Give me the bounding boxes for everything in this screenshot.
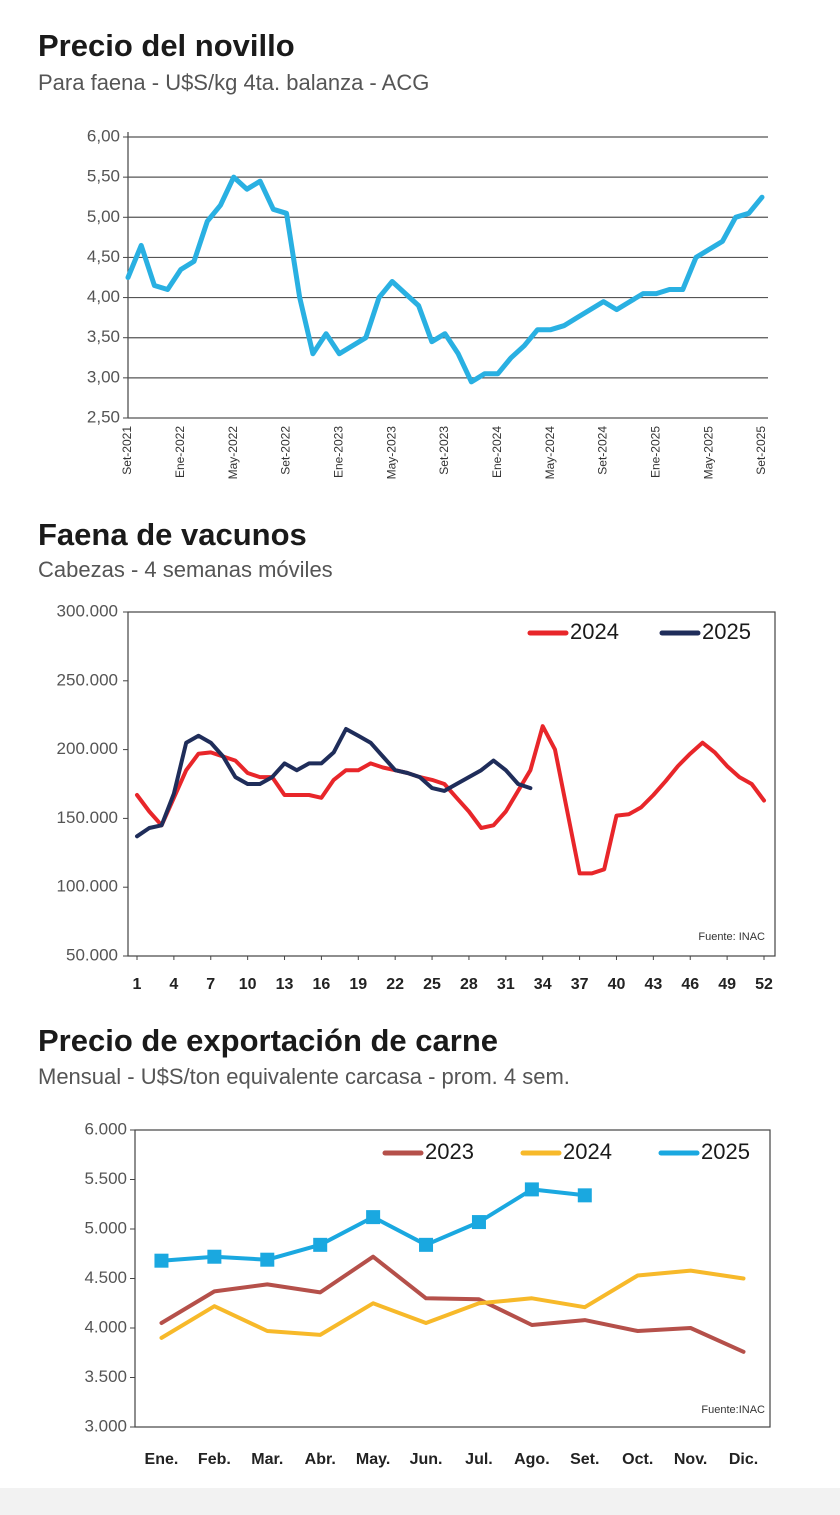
y-tick-label: 300.000 xyxy=(57,601,118,620)
x-tick-label: 34 xyxy=(534,976,552,993)
data-marker xyxy=(471,1215,486,1230)
x-tick-label: May-2023 xyxy=(384,426,398,480)
y-tick-label: 4.000 xyxy=(84,1317,127,1336)
source-note: Fuente: INAC xyxy=(698,931,765,943)
x-tick-label: 46 xyxy=(681,976,699,993)
x-tick-label: Feb. xyxy=(198,1451,231,1468)
y-tick-label: 3.000 xyxy=(84,1416,127,1435)
x-tick-label: 28 xyxy=(460,976,478,993)
x-tick-label: Dic. xyxy=(729,1451,758,1468)
legend-label: 2025 xyxy=(701,1139,750,1164)
y-tick-label: 6.000 xyxy=(84,1119,127,1138)
bottom-strip xyxy=(0,1488,840,1515)
x-tick-label: Set-2022 xyxy=(279,426,293,475)
data-line xyxy=(159,1187,587,1263)
x-tick-label: Ene-2022 xyxy=(173,426,187,478)
y-tick-label: 4.500 xyxy=(84,1268,127,1287)
chart-subtitle: Para faena - U$S/kg 4ta. balanza - ACG xyxy=(38,70,429,95)
data-line xyxy=(159,1254,746,1354)
y-tick-label: 200.000 xyxy=(57,739,118,758)
data-marker xyxy=(313,1237,328,1252)
x-tick-label: Jun. xyxy=(410,1451,443,1468)
x-tick-label: Ene. xyxy=(145,1451,179,1468)
y-tick-label: 50.000 xyxy=(66,945,118,964)
x-tick-label: Set. xyxy=(570,1451,599,1468)
x-tick-label: 1 xyxy=(133,976,142,993)
x-tick-label: 43 xyxy=(644,976,662,993)
x-tick-label: 4 xyxy=(169,976,178,993)
legend-label: 2023 xyxy=(425,1139,474,1164)
chart-subtitle: Mensual - U$S/ton equivalente carcasa - … xyxy=(38,1064,570,1089)
x-tick-label: Ene-2024 xyxy=(490,426,504,478)
data-marker xyxy=(524,1182,539,1197)
x-tick-label: 25 xyxy=(423,976,441,993)
x-tick-label: Jul. xyxy=(465,1451,493,1468)
y-tick-label: 4,00 xyxy=(87,287,120,306)
y-tick-label: 5,50 xyxy=(87,167,120,186)
y-tick-label: 6,00 xyxy=(87,126,120,145)
x-tick-label: Nov. xyxy=(674,1451,707,1468)
y-tick-label: 5.000 xyxy=(84,1218,127,1237)
y-tick-label: 3.500 xyxy=(84,1367,127,1386)
x-tick-label: Ene-2023 xyxy=(332,426,346,478)
x-tick-label: 40 xyxy=(608,976,626,993)
data-marker xyxy=(419,1237,434,1252)
data-line xyxy=(125,174,765,385)
x-tick-label: 19 xyxy=(349,976,367,993)
x-tick-label: May. xyxy=(356,1451,390,1468)
y-tick-label: 250.000 xyxy=(57,670,118,689)
data-marker xyxy=(207,1249,222,1264)
x-tick-label: Set-2021 xyxy=(120,426,134,475)
x-tick-label: Set-2025 xyxy=(754,426,768,475)
source-note: Fuente:INAC xyxy=(701,1404,765,1416)
x-tick-label: 37 xyxy=(571,976,589,993)
x-tick-label: Mar. xyxy=(251,1451,283,1468)
data-line xyxy=(135,727,533,839)
data-marker xyxy=(577,1188,592,1203)
data-marker xyxy=(260,1252,275,1267)
y-tick-label: 3,50 xyxy=(87,327,120,346)
x-tick-label: May-2025 xyxy=(701,426,715,480)
legend-label: 2025 xyxy=(702,619,751,644)
legend-label: 2024 xyxy=(563,1139,612,1164)
x-tick-label: 13 xyxy=(276,976,294,993)
x-tick-label: 7 xyxy=(206,976,215,993)
x-tick-label: 31 xyxy=(497,976,515,993)
y-tick-label: 2,50 xyxy=(87,407,120,426)
plot-frame xyxy=(134,1129,771,1428)
data-marker xyxy=(366,1210,381,1225)
y-tick-label: 150.000 xyxy=(57,808,118,827)
data-marker xyxy=(154,1253,169,1268)
y-tick-label: 5.500 xyxy=(84,1169,127,1188)
data-line xyxy=(159,1268,746,1340)
x-tick-label: Set-2023 xyxy=(437,426,451,475)
x-tick-label: May-2024 xyxy=(543,426,557,480)
x-tick-label: 10 xyxy=(239,976,257,993)
data-line xyxy=(135,724,766,876)
x-tick-label: May-2022 xyxy=(226,426,240,480)
y-tick-label: 100.000 xyxy=(57,877,118,896)
x-tick-label: Ago. xyxy=(514,1451,550,1468)
x-tick-label: Abr. xyxy=(305,1451,336,1468)
y-tick-label: 3,00 xyxy=(87,367,120,386)
y-tick-label: 4,50 xyxy=(87,247,120,266)
legend-label: 2024 xyxy=(570,619,619,644)
chart-title: Faena de vacunos xyxy=(38,517,307,552)
x-tick-label: Oct. xyxy=(622,1451,653,1468)
x-tick-label: 49 xyxy=(718,976,736,993)
x-tick-label: 22 xyxy=(386,976,404,993)
plot-frame xyxy=(127,611,776,957)
x-tick-label: Set-2024 xyxy=(596,426,610,475)
chart-subtitle: Cabezas - 4 semanas móviles xyxy=(38,557,333,582)
x-tick-label: 16 xyxy=(313,976,331,993)
x-tick-label: 52 xyxy=(755,976,773,993)
x-tick-label: Ene-2025 xyxy=(649,426,663,478)
y-tick-label: 5,00 xyxy=(87,207,120,226)
chart-title: Precio del novillo xyxy=(38,28,295,63)
chart-title: Precio de exportación de carne xyxy=(38,1023,498,1058)
